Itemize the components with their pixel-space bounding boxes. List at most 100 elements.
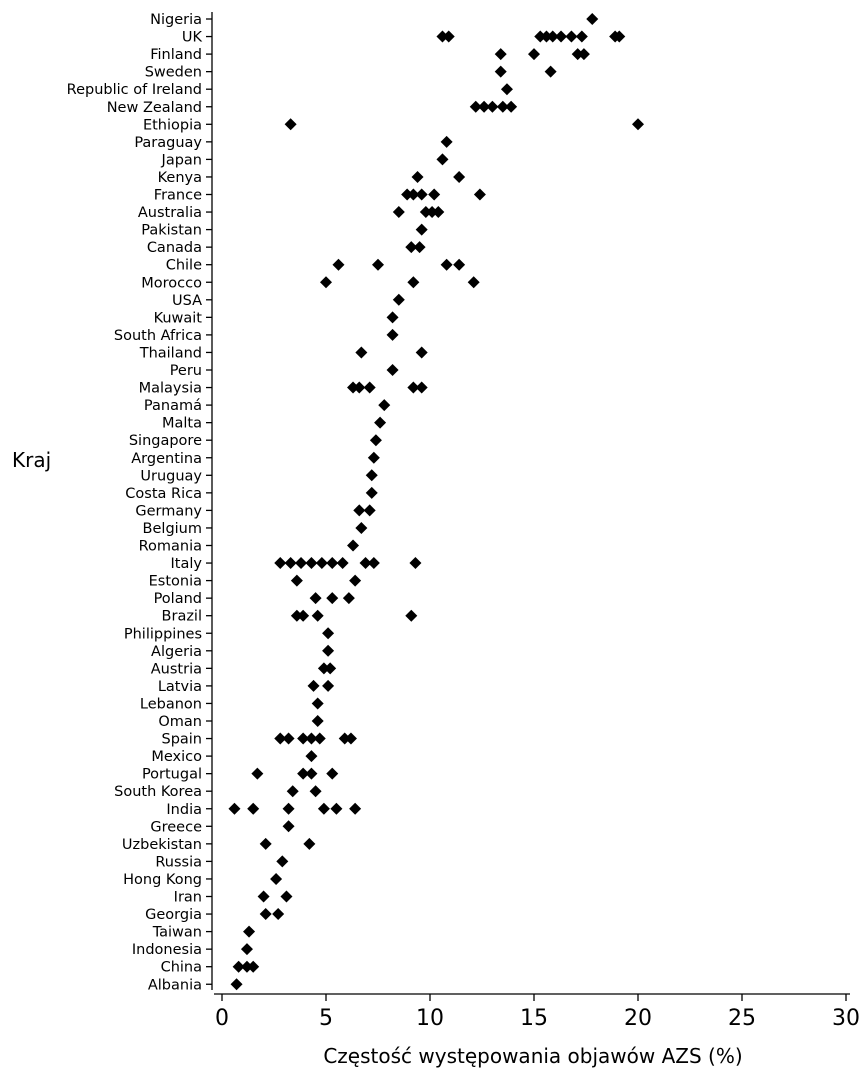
data-point: [347, 381, 360, 394]
x-tick-label: 5: [319, 1006, 333, 1031]
country-label: UK: [182, 30, 203, 46]
data-point: [386, 311, 399, 324]
data-point: [544, 65, 557, 78]
data-point: [534, 30, 547, 43]
data-point: [367, 451, 380, 464]
country-label: Mexico: [151, 749, 202, 765]
data-point: [311, 697, 324, 710]
data-point: [305, 732, 318, 745]
data-point: [401, 188, 414, 201]
data-point: [528, 48, 540, 61]
data-point: [247, 960, 260, 973]
data-point: [500, 83, 513, 96]
data-point: [367, 557, 380, 570]
country-label: Taiwan: [152, 925, 202, 941]
data-point: [546, 30, 559, 43]
data-point: [555, 30, 568, 43]
country-label: Hong Kong: [123, 872, 202, 888]
data-point: [311, 609, 324, 622]
data-point: [284, 557, 297, 570]
country-label: Italy: [171, 556, 203, 572]
country-label: Argentina: [131, 451, 202, 467]
country-label: South Africa: [114, 328, 202, 344]
data-point: [270, 872, 283, 885]
country-label: Uruguay: [140, 468, 202, 484]
data-point: [290, 609, 303, 622]
data-point: [313, 732, 326, 745]
data-point: [282, 732, 295, 745]
data-point: [386, 364, 399, 376]
x-tick-label: 30: [832, 1006, 860, 1031]
data-point: [407, 276, 420, 289]
data-point: [257, 890, 270, 903]
data-point: [274, 732, 287, 745]
country-label: Lebanon: [140, 696, 202, 712]
country-label: Kenya: [158, 170, 202, 186]
data-point: [251, 767, 264, 780]
country-label: USA: [172, 293, 202, 309]
country-label: Ethiopia: [143, 117, 202, 133]
y-axis-title: Kraj: [12, 448, 51, 472]
country-label: Russia: [155, 854, 202, 870]
data-point: [413, 241, 426, 254]
data-point: [332, 258, 345, 271]
data-point: [280, 890, 293, 903]
data-point: [320, 276, 332, 289]
country-label: Spain: [161, 732, 202, 748]
data-point: [440, 258, 453, 271]
data-point: [575, 30, 588, 43]
data-point: [295, 557, 308, 570]
country-label: Poland: [154, 591, 202, 607]
data-point: [453, 258, 466, 271]
data-point: [326, 557, 339, 570]
data-point: [297, 609, 310, 622]
data-point: [317, 802, 330, 815]
data-point: [243, 925, 256, 938]
data-point: [240, 943, 253, 956]
data-point: [405, 241, 418, 254]
country-label: Japan: [161, 152, 202, 168]
data-point: [392, 206, 405, 219]
country-label: Latvia: [158, 679, 202, 695]
country-label: Peru: [170, 363, 202, 379]
data-point: [505, 100, 518, 113]
data-point: [272, 908, 285, 921]
data-point: [336, 557, 349, 570]
data-point: [282, 802, 295, 815]
data-point: [359, 557, 372, 570]
data-point: [307, 679, 320, 692]
country-label: Finland: [150, 47, 202, 63]
data-point: [436, 153, 449, 166]
data-point: [286, 785, 299, 798]
data-point: [353, 381, 366, 394]
data-point: [415, 381, 428, 394]
country-label: Greece: [150, 819, 202, 835]
country-label: Brazil: [162, 609, 202, 625]
country-label: France: [154, 188, 202, 204]
country-label: Malta: [162, 416, 202, 432]
x-tick-label: 15: [520, 1006, 548, 1031]
data-point: [309, 592, 322, 605]
country-label: Malaysia: [139, 381, 202, 397]
x-axis-title: Częstość występowania objawów AZS (%): [323, 1044, 742, 1068]
data-point: [374, 416, 387, 429]
data-point: [228, 802, 241, 815]
data-point: [407, 381, 420, 394]
data-point: [453, 170, 466, 183]
data-point: [363, 504, 376, 517]
data-point: [577, 48, 590, 61]
country-label: Chile: [166, 258, 202, 274]
data-points: [228, 13, 644, 991]
x-tick-label: 10: [416, 1006, 444, 1031]
data-point: [363, 381, 376, 394]
data-point: [317, 662, 330, 675]
country-label: China: [161, 960, 202, 976]
data-point: [613, 30, 626, 43]
country-label: Republic of Ireland: [67, 82, 202, 98]
data-point: [565, 30, 578, 43]
x-tick-label: 0: [215, 1006, 229, 1031]
data-point: [415, 346, 428, 359]
data-point: [230, 978, 243, 991]
